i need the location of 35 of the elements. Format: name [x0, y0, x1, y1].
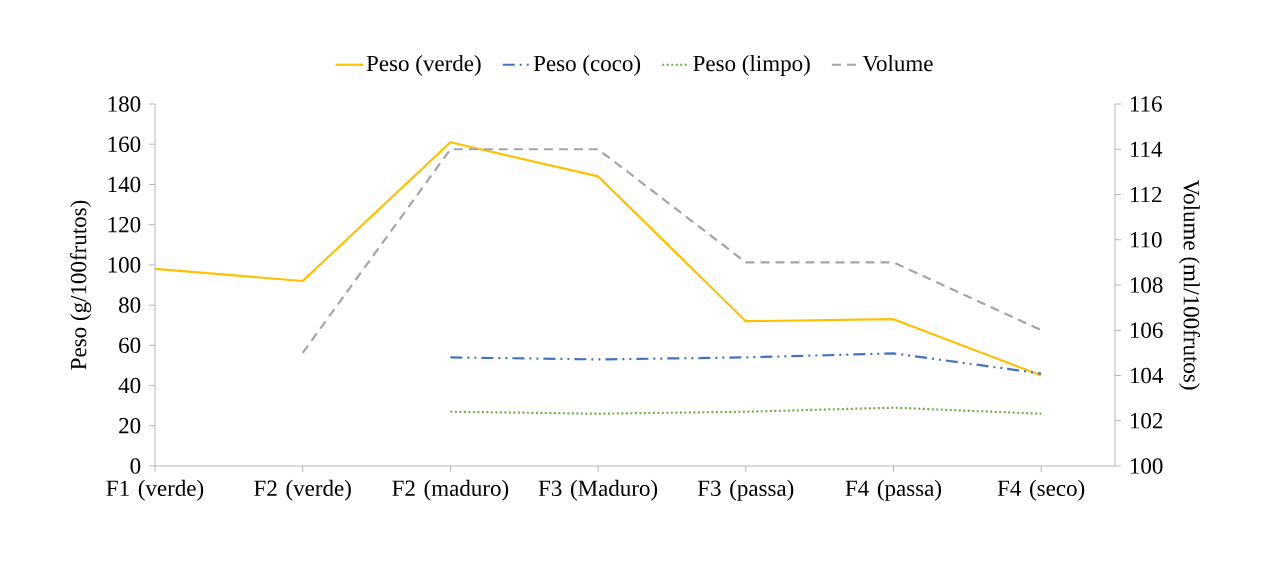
y-tick-label: 40 — [118, 377, 141, 394]
y2-tick-label: 112 — [1130, 186, 1162, 203]
y-tick-label: 20 — [119, 418, 141, 434]
x-tick-label: F3 (Maduro) — [538, 479, 658, 501]
y2-tick-label: 108 — [1130, 277, 1163, 293]
y2-tick-label: 116 — [1130, 96, 1162, 112]
x-tick-label: F1 (verde) — [106, 479, 204, 501]
y-tick-label: 60 — [119, 337, 141, 354]
y2-tick-label: 100 — [1130, 458, 1163, 474]
y-tick-label: 180 — [108, 96, 141, 112]
y2-tick-label: 106 — [1130, 322, 1163, 338]
y-axis-title: Peso (g/100frutos) — [69, 200, 92, 370]
y-tick-label: 140 — [108, 176, 141, 193]
y2-tick-label: 110 — [1130, 231, 1162, 248]
y2-tick-label: 102 — [1130, 412, 1163, 429]
x-tick-label: F2 (maduro) — [392, 479, 509, 501]
y-tick-label: 80 — [119, 297, 141, 313]
x-tick-label: F3 (passa) — [697, 479, 794, 501]
legend-label: Peso (coco) — [533, 55, 641, 76]
y2-axis-title: Volume (ml/100frutos) — [1178, 179, 1200, 390]
x-tick-label: F4 (passa) — [845, 479, 941, 501]
y2-tick-label: 104 — [1130, 367, 1164, 384]
legend-label: Peso (verde) — [366, 55, 481, 76]
y-tick-label: 120 — [108, 216, 141, 233]
x-tick-label: F2 (verde) — [254, 479, 351, 501]
x-tick-label: F4 (seco) — [997, 479, 1085, 501]
y-tick-label: 0 — [130, 458, 141, 474]
y-tick-label: 160 — [108, 136, 141, 152]
line-series — [155, 141, 1043, 377]
y2-tick-label: 114 — [1130, 141, 1163, 157]
legend-label: Volume — [862, 55, 933, 72]
line-series — [301, 148, 1043, 354]
line-series — [449, 352, 1043, 375]
y-tick-label: 100 — [108, 257, 141, 273]
legend-label: Peso (limpo) — [693, 55, 810, 76]
